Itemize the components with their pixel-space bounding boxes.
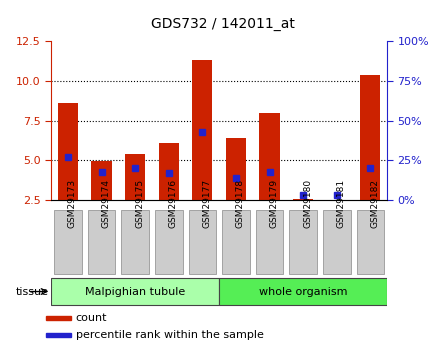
- Text: tissue: tissue: [16, 287, 49, 296]
- Bar: [125, 154, 145, 200]
- Bar: [259, 113, 279, 200]
- Text: Malpighian tubule: Malpighian tubule: [85, 287, 185, 296]
- Text: GDS732 / 142011_at: GDS732 / 142011_at: [150, 17, 295, 31]
- FancyBboxPatch shape: [222, 210, 250, 275]
- Bar: [46, 334, 71, 337]
- FancyBboxPatch shape: [323, 210, 351, 275]
- Bar: [46, 316, 71, 320]
- Bar: [92, 161, 112, 200]
- Text: GSM29175: GSM29175: [135, 179, 144, 228]
- FancyBboxPatch shape: [356, 210, 384, 275]
- Bar: [192, 60, 212, 200]
- Text: GSM29181: GSM29181: [337, 179, 346, 228]
- FancyBboxPatch shape: [155, 210, 182, 275]
- Text: GSM29178: GSM29178: [236, 179, 245, 228]
- FancyBboxPatch shape: [189, 210, 216, 275]
- Bar: [159, 143, 179, 200]
- Text: GSM29177: GSM29177: [202, 179, 211, 228]
- Text: GSM29179: GSM29179: [270, 179, 279, 228]
- FancyBboxPatch shape: [121, 210, 149, 275]
- Bar: [51, 278, 219, 306]
- Text: GSM29180: GSM29180: [303, 179, 312, 228]
- Text: GSM29176: GSM29176: [169, 179, 178, 228]
- FancyBboxPatch shape: [289, 210, 317, 275]
- FancyBboxPatch shape: [54, 210, 82, 275]
- Text: percentile rank within the sample: percentile rank within the sample: [76, 330, 263, 340]
- Text: GSM29182: GSM29182: [370, 179, 379, 228]
- Text: GSM29174: GSM29174: [101, 179, 110, 228]
- Bar: [226, 138, 246, 200]
- Text: GSM29173: GSM29173: [68, 179, 77, 228]
- FancyBboxPatch shape: [88, 210, 115, 275]
- Bar: [219, 278, 387, 306]
- Text: count: count: [76, 313, 107, 323]
- Bar: [293, 198, 313, 200]
- Bar: [360, 75, 380, 200]
- Bar: [58, 103, 78, 200]
- Text: whole organism: whole organism: [259, 287, 348, 296]
- FancyBboxPatch shape: [256, 210, 283, 275]
